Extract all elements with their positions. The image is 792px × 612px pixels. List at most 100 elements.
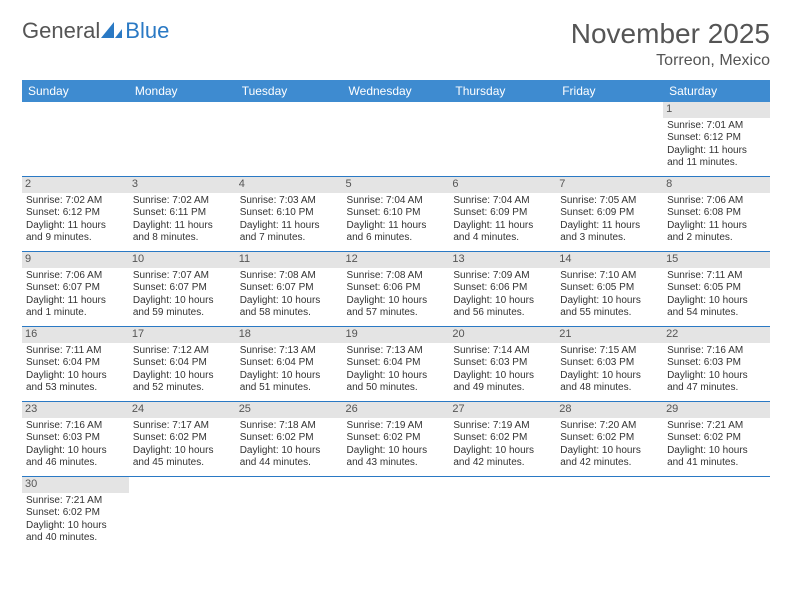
month-title: November 2025 (571, 18, 770, 50)
day-number: 21 (556, 327, 663, 343)
calendar-day-cell: 4Sunrise: 7:03 AMSunset: 6:10 PMDaylight… (236, 177, 343, 252)
sunrise-line: Sunrise: 7:14 AM (453, 345, 552, 358)
calendar-day-cell (236, 477, 343, 552)
calendar-day-cell (129, 102, 236, 177)
daylight-line: Daylight: 11 hours and 7 minutes. (240, 220, 339, 245)
day-number: 18 (236, 327, 343, 343)
calendar-day-cell (556, 477, 663, 552)
daylight-line: Daylight: 11 hours and 2 minutes. (667, 220, 766, 245)
daylight-line: Daylight: 10 hours and 43 minutes. (347, 445, 446, 470)
sunrise-line: Sunrise: 7:05 AM (560, 195, 659, 208)
sunrise-line: Sunrise: 7:21 AM (667, 420, 766, 433)
daylight-line: Daylight: 10 hours and 52 minutes. (133, 370, 232, 395)
calendar-day-cell: 10Sunrise: 7:07 AMSunset: 6:07 PMDayligh… (129, 252, 236, 327)
sunrise-line: Sunrise: 7:21 AM (26, 495, 125, 508)
calendar-week-row: 23Sunrise: 7:16 AMSunset: 6:03 PMDayligh… (22, 402, 770, 477)
sunrise-line: Sunrise: 7:06 AM (667, 195, 766, 208)
sunset-line: Sunset: 6:10 PM (347, 207, 446, 220)
calendar-day-cell: 22Sunrise: 7:16 AMSunset: 6:03 PMDayligh… (663, 327, 770, 402)
day-number: 25 (236, 402, 343, 418)
daylight-line: Daylight: 10 hours and 58 minutes. (240, 295, 339, 320)
sunrise-line: Sunrise: 7:08 AM (240, 270, 339, 283)
day-number: 14 (556, 252, 663, 268)
brand-part1: General (22, 18, 100, 44)
sunrise-line: Sunrise: 7:02 AM (26, 195, 125, 208)
daylight-line: Daylight: 10 hours and 45 minutes. (133, 445, 232, 470)
daylight-line: Daylight: 11 hours and 8 minutes. (133, 220, 232, 245)
brand-part2: Blue (125, 18, 169, 44)
calendar-day-cell (449, 102, 556, 177)
sunset-line: Sunset: 6:02 PM (560, 432, 659, 445)
location-title: Torreon, Mexico (571, 52, 770, 70)
calendar-day-cell (449, 477, 556, 552)
daylight-line: Daylight: 11 hours and 9 minutes. (26, 220, 125, 245)
sunset-line: Sunset: 6:05 PM (560, 282, 659, 295)
sunrise-line: Sunrise: 7:19 AM (347, 420, 446, 433)
sunrise-line: Sunrise: 7:13 AM (347, 345, 446, 358)
day-number: 4 (236, 177, 343, 193)
sunrise-line: Sunrise: 7:19 AM (453, 420, 552, 433)
sunset-line: Sunset: 6:02 PM (26, 507, 125, 520)
sunset-line: Sunset: 6:07 PM (26, 282, 125, 295)
sunrise-line: Sunrise: 7:08 AM (347, 270, 446, 283)
day-number: 29 (663, 402, 770, 418)
sunrise-line: Sunrise: 7:06 AM (26, 270, 125, 283)
daylight-line: Daylight: 10 hours and 46 minutes. (26, 445, 125, 470)
calendar-day-cell: 28Sunrise: 7:20 AMSunset: 6:02 PMDayligh… (556, 402, 663, 477)
weekday-header: Monday (129, 80, 236, 102)
day-number: 11 (236, 252, 343, 268)
calendar-day-cell: 18Sunrise: 7:13 AMSunset: 6:04 PMDayligh… (236, 327, 343, 402)
calendar-week-row: 2Sunrise: 7:02 AMSunset: 6:12 PMDaylight… (22, 177, 770, 252)
weekday-header: Friday (556, 80, 663, 102)
daylight-line: Daylight: 10 hours and 51 minutes. (240, 370, 339, 395)
sunrise-line: Sunrise: 7:13 AM (240, 345, 339, 358)
day-number: 28 (556, 402, 663, 418)
day-number: 10 (129, 252, 236, 268)
calendar-day-cell (129, 477, 236, 552)
calendar-day-cell: 1Sunrise: 7:01 AMSunset: 6:12 PMDaylight… (663, 102, 770, 177)
sunset-line: Sunset: 6:11 PM (133, 207, 232, 220)
sunrise-line: Sunrise: 7:15 AM (560, 345, 659, 358)
calendar-week-row: 30 Sunrise: 7:21 AMSunset: 6:02 PMDayligh… (22, 477, 770, 552)
calendar-day-cell: 19Sunrise: 7:13 AMSunset: 6:04 PMDayligh… (343, 327, 450, 402)
daylight-line: Daylight: 10 hours and 54 minutes. (667, 295, 766, 320)
daylight-line: Daylight: 10 hours and 59 minutes. (133, 295, 232, 320)
sunset-line: Sunset: 6:02 PM (133, 432, 232, 445)
daylight-line: Daylight: 10 hours and 57 minutes. (347, 295, 446, 320)
weekday-header: Tuesday (236, 80, 343, 102)
calendar-day-cell (236, 102, 343, 177)
calendar-day-cell: 20Sunrise: 7:14 AMSunset: 6:03 PMDayligh… (449, 327, 556, 402)
sunrise-line: Sunrise: 7:09 AM (453, 270, 552, 283)
daylight-line: Daylight: 11 hours and 4 minutes. (453, 220, 552, 245)
sunset-line: Sunset: 6:02 PM (347, 432, 446, 445)
sunset-line: Sunset: 6:04 PM (347, 357, 446, 370)
title-block: November 2025 Torreon, Mexico (571, 18, 770, 70)
daylight-line: Daylight: 10 hours and 40 minutes. (26, 520, 125, 545)
sunrise-line: Sunrise: 7:04 AM (347, 195, 446, 208)
sunset-line: Sunset: 6:07 PM (133, 282, 232, 295)
daylight-line: Daylight: 10 hours and 42 minutes. (560, 445, 659, 470)
day-number: 27 (449, 402, 556, 418)
calendar-day-cell: 23Sunrise: 7:16 AMSunset: 6:03 PMDayligh… (22, 402, 129, 477)
daylight-line: Daylight: 10 hours and 41 minutes. (667, 445, 766, 470)
daylight-line: Daylight: 10 hours and 55 minutes. (560, 295, 659, 320)
sunrise-line: Sunrise: 7:04 AM (453, 195, 552, 208)
day-number: 30 (22, 477, 129, 493)
sunrise-line: Sunrise: 7:17 AM (133, 420, 232, 433)
calendar-day-cell: 30 Sunrise: 7:21 AMSunset: 6:02 PMDayligh… (22, 477, 129, 552)
calendar-day-cell (663, 477, 770, 552)
daylight-line: Daylight: 11 hours and 6 minutes. (347, 220, 446, 245)
calendar-table: Sunday Monday Tuesday Wednesday Thursday… (22, 80, 770, 551)
calendar-day-cell: 24Sunrise: 7:17 AMSunset: 6:02 PMDayligh… (129, 402, 236, 477)
day-number: 23 (22, 402, 129, 418)
calendar-day-cell: 15Sunrise: 7:11 AMSunset: 6:05 PMDayligh… (663, 252, 770, 327)
calendar-day-cell: 8Sunrise: 7:06 AMSunset: 6:08 PMDaylight… (663, 177, 770, 252)
sunset-line: Sunset: 6:03 PM (667, 357, 766, 370)
sunset-line: Sunset: 6:04 PM (26, 357, 125, 370)
sunrise-line: Sunrise: 7:10 AM (560, 270, 659, 283)
sunset-line: Sunset: 6:02 PM (667, 432, 766, 445)
day-number: 13 (449, 252, 556, 268)
sunset-line: Sunset: 6:03 PM (26, 432, 125, 445)
daylight-line: Daylight: 11 hours and 3 minutes. (560, 220, 659, 245)
weekday-header: Wednesday (343, 80, 450, 102)
